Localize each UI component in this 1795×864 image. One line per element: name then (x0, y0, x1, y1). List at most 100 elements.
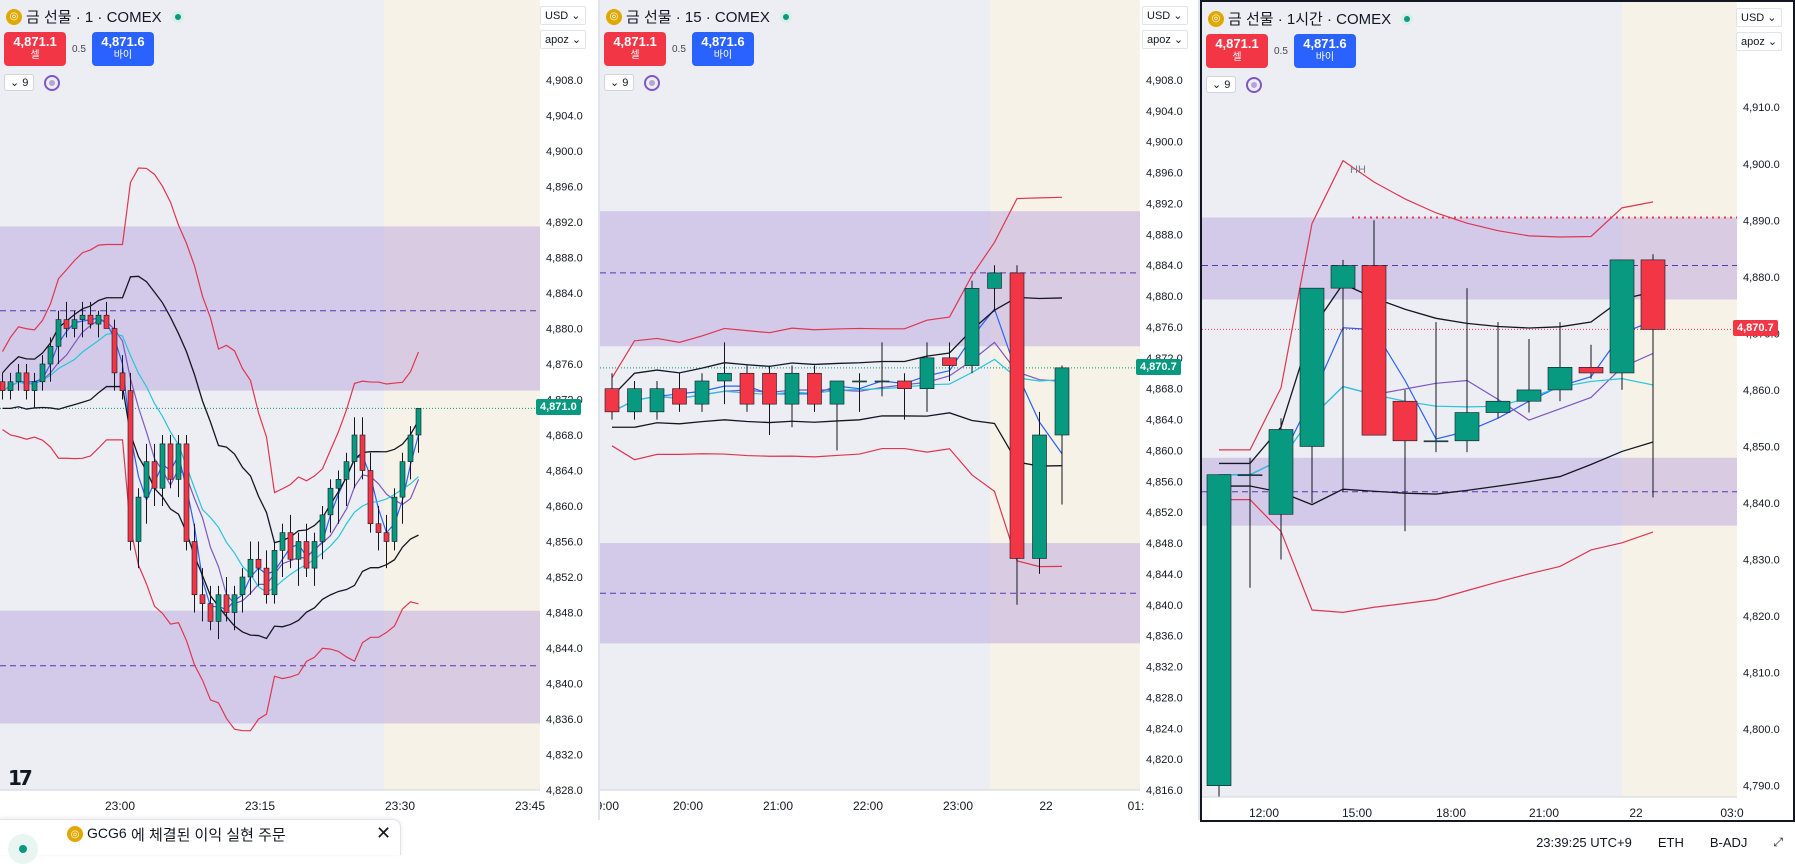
price-tick-label: 4,848.0 (1146, 538, 1183, 550)
candle-body (159, 443, 166, 489)
candle-body (263, 567, 270, 596)
currency-select[interactable]: USD ⌄ (540, 6, 586, 25)
unit-select[interactable]: apoz ⌄ (540, 30, 587, 49)
price-tick-label: 4,868.0 (546, 430, 583, 442)
price-tick-label: 4,850.0 (1743, 441, 1780, 453)
candle-body (127, 390, 134, 542)
outer-band-line (1219, 159, 1654, 451)
sell-button[interactable]: 4,871.1 셀 (1206, 34, 1268, 68)
candle-body (1268, 429, 1294, 515)
candle-body (47, 345, 54, 365)
indicator-toggle[interactable]: ⌄ 9 (1206, 76, 1237, 93)
outer-band-line (1, 167, 420, 494)
sell-button[interactable]: 4,871.1 셀 (604, 32, 666, 66)
price-tick-label: 4,890.0 (1743, 215, 1780, 227)
symbol-title[interactable]: 금 선물 · 15 · COMEX (626, 9, 770, 26)
pane-divider[interactable] (598, 0, 600, 820)
candle-body (239, 576, 246, 596)
notification-message: 에 체결된 이익 실현 주문 (131, 827, 286, 844)
gold-coin-icon: ◎ (67, 826, 83, 842)
adjustment-toggle[interactable]: B-ADJ (1709, 834, 1748, 850)
price-tick-label: 4,840.0 (546, 679, 583, 691)
price-tick-label: 4,820.0 (1146, 754, 1183, 766)
candle-body (95, 314, 102, 325)
price-tick-label: 4,816.0 (1146, 785, 1183, 797)
indicator-row: ⌄ 9 (1206, 76, 1263, 93)
tradingview-logo[interactable]: 17 (8, 766, 33, 790)
chart-header: ◎ 금 선물 · 1시간 · COMEX (1208, 8, 1414, 29)
pane-divider[interactable] (1198, 0, 1200, 820)
order-notification[interactable]: ◎ GCG6 에 체결된 이익 실현 주문 ✕ (0, 819, 401, 864)
indicator-row: ⌄ 9 (604, 74, 661, 91)
clock[interactable]: 23:39:25 UTC+9 (1536, 834, 1632, 850)
candle-body (1330, 265, 1356, 289)
price-tick-label: 4,900.0 (1146, 137, 1183, 149)
candle-body (1454, 412, 1480, 442)
candle-body (874, 380, 890, 383)
candle-body (383, 532, 390, 542)
indicator-toggle[interactable]: ⌄ 9 (4, 74, 35, 91)
price-tick-label: 4,852.0 (1146, 507, 1183, 519)
chart-pane-1h[interactable]: 4,790.0 4,800.0 4,810.0 4,820.0 4,830.0 4,840… (1200, 0, 1795, 822)
price-tick-label: 4,900.0 (1743, 159, 1780, 171)
notification-symbol[interactable]: GCG6 (87, 825, 127, 841)
candle-body (207, 603, 214, 622)
unit-select[interactable]: apoz ⌄ (1142, 30, 1189, 49)
chart-header: ◎ 금 선물 · 1 · COMEX (6, 6, 184, 27)
candle-body (1237, 474, 1263, 477)
candle-body (351, 434, 358, 462)
candle-body (784, 372, 800, 405)
price-axis (1140, 0, 1200, 814)
symbol-title[interactable]: 금 선물 · 1 · COMEX (26, 9, 162, 26)
candle-body (223, 594, 230, 613)
time-tick-label: 12:00 (1249, 806, 1279, 820)
sell-button[interactable]: 4,871.1 셀 (4, 32, 66, 66)
candle-body (391, 496, 398, 542)
indicator-toggle[interactable]: ⌄ 9 (604, 74, 635, 91)
price-tick-label: 4,828.0 (546, 785, 583, 797)
sync-icon[interactable] (44, 74, 61, 91)
price-tick-label: 4,800.0 (1743, 724, 1780, 736)
chart-canvas-1m[interactable]: 4,828.0 4,832.0 4,836.0 4,840.0 4,844.0 4,848… (0, 0, 600, 814)
candle-body (295, 541, 302, 560)
price-tick-label: 4,836.0 (1146, 631, 1183, 643)
price-tick-label: 4,892.0 (1146, 198, 1183, 210)
chart-pane-1m[interactable]: 4,828.0 4,832.0 4,836.0 4,840.0 4,844.0 4,848… (0, 0, 600, 814)
sync-icon[interactable] (1246, 76, 1263, 93)
time-tick-label: 22 (1629, 806, 1643, 820)
candle-body (1547, 367, 1573, 391)
chart-pane-15m[interactable]: 4,816.0 4,820.0 4,824.0 4,828.0 4,832.0 4,836… (600, 0, 1200, 814)
candle-body (897, 380, 912, 389)
chart-canvas-1h[interactable]: 4,790.0 4,800.0 4,810.0 4,820.0 4,830.0 4,840… (1202, 2, 1793, 820)
currency-select[interactable]: USD ⌄ (1142, 6, 1188, 25)
session-background (1622, 2, 1737, 797)
candle-body (247, 558, 254, 578)
time-tick-label: 18:00 (1436, 806, 1466, 820)
close-icon[interactable]: ✕ (376, 823, 392, 843)
sync-icon[interactable] (644, 74, 661, 91)
price-tick-label: 4,832.0 (1146, 662, 1183, 674)
candle-body (151, 461, 158, 489)
candle-body (964, 288, 980, 366)
price-tick-label: 4,830.0 (1743, 555, 1780, 567)
price-tick-label: 4,856.0 (546, 537, 583, 549)
symbol-title[interactable]: 금 선물 · 1시간 · COMEX (1228, 11, 1392, 28)
buy-button[interactable]: 4,871.6 바이 (91, 32, 154, 66)
candle-body (399, 461, 406, 498)
unit-select[interactable]: apoz ⌄ (1736, 32, 1783, 51)
buy-button[interactable]: 4,871.6 바이 (1293, 34, 1356, 68)
candle-body (415, 408, 422, 436)
price-tick-label: 4,810.0 (1743, 668, 1780, 680)
price-tick-label: 4,832.0 (546, 750, 583, 762)
buy-button[interactable]: 4,871.6 바이 (691, 32, 754, 66)
session-background (384, 0, 540, 790)
time-tick-label: 19:00 (600, 799, 619, 813)
spread-value: 0.5 (672, 43, 686, 55)
currency-select[interactable]: USD ⌄ (1736, 8, 1782, 27)
outer-band-line (1219, 499, 1654, 613)
chart-canvas-15m[interactable]: 4,816.0 4,820.0 4,824.0 4,828.0 4,832.0 4,836… (600, 0, 1200, 814)
candle-body (1054, 367, 1070, 436)
expand-icon[interactable]: ⤢ (1773, 834, 1783, 849)
session-toggle[interactable]: ETH (1657, 834, 1684, 850)
price-tick-label: 4,910.0 (1743, 102, 1780, 114)
